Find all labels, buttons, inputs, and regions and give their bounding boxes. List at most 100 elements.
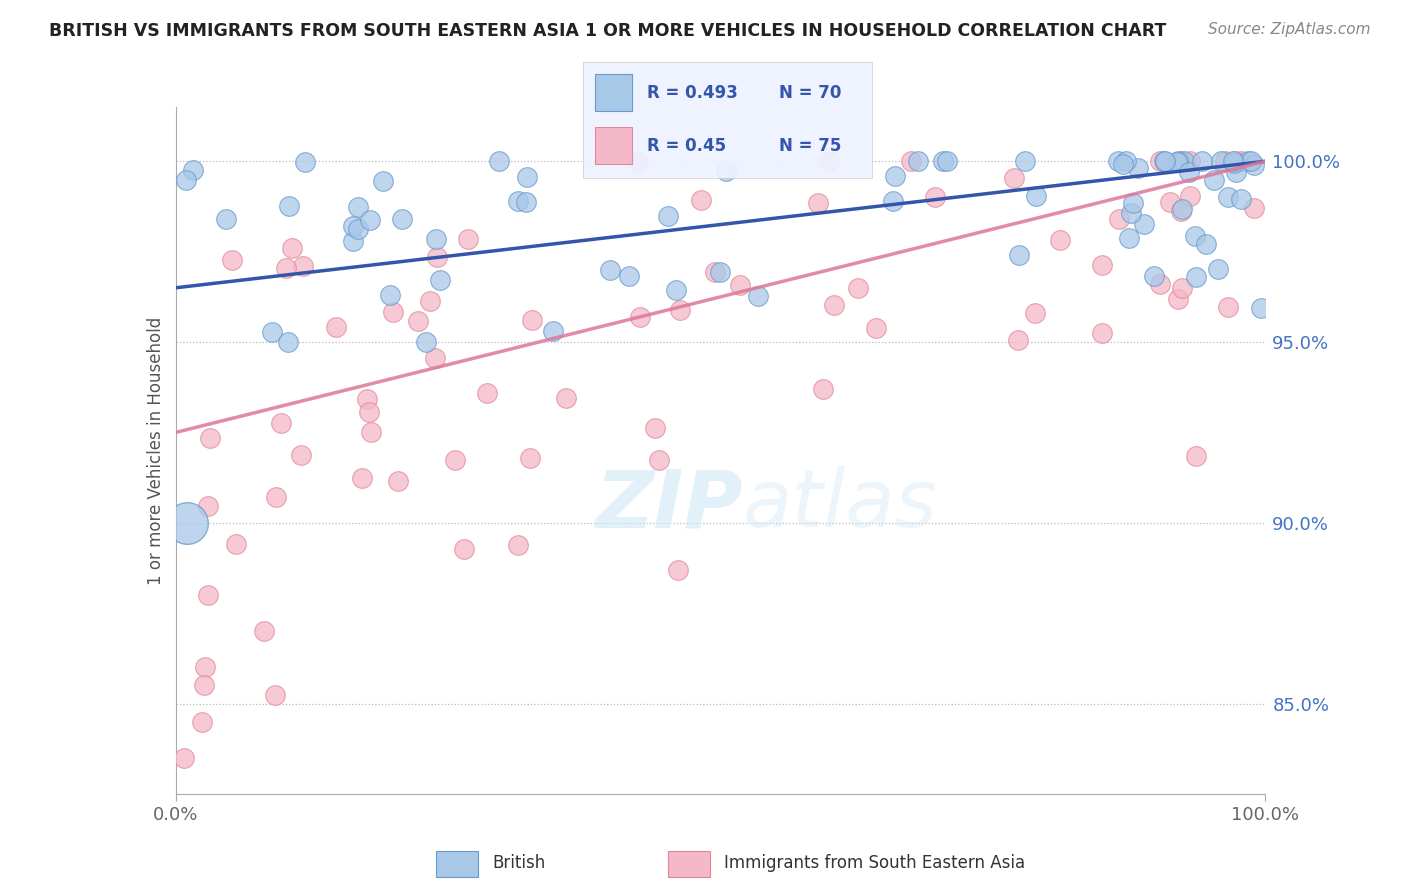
Point [515, 195, 537, 210]
Point [1180, 189, 1202, 203]
Point [1213, 154, 1236, 169]
Point [1223, 156, 1246, 170]
Point [666, 563, 689, 577]
Point [846, 281, 869, 295]
Point [508, 538, 530, 552]
Point [225, 537, 247, 551]
Point [1149, 154, 1171, 169]
Y-axis label: 1 or more Vehicles in Household: 1 or more Vehicles in Household [146, 317, 165, 584]
Point [488, 154, 510, 169]
Point [350, 471, 373, 485]
Point [444, 452, 467, 467]
Point [215, 211, 238, 226]
Point [453, 542, 475, 557]
Point [1153, 154, 1175, 169]
Point [813, 382, 835, 396]
Point [1173, 154, 1195, 169]
Point [360, 425, 382, 439]
Text: Immigrants from South Eastern Asia: Immigrants from South Eastern Asia [724, 854, 1025, 872]
Point [1225, 165, 1247, 179]
Point [194, 660, 217, 674]
Point [709, 265, 731, 279]
Point [253, 624, 276, 639]
Point [936, 154, 959, 169]
Point [281, 241, 304, 255]
Point [197, 588, 219, 602]
Point [197, 499, 219, 513]
Point [1191, 154, 1213, 169]
Point [457, 232, 479, 246]
Point [1111, 156, 1133, 170]
Point [1149, 277, 1171, 291]
Point [1230, 154, 1253, 169]
Text: R = 0.493: R = 0.493 [647, 84, 738, 102]
Text: ZIP: ZIP [595, 467, 742, 544]
Point [657, 209, 679, 223]
Point [1119, 206, 1142, 220]
Point [193, 678, 215, 692]
Point [1194, 237, 1216, 252]
Point [378, 288, 401, 302]
Point [173, 750, 195, 764]
Point [221, 253, 243, 268]
Point [475, 386, 498, 401]
Point [1185, 449, 1208, 463]
Point [1178, 165, 1201, 179]
Point [599, 263, 621, 277]
Point [1153, 154, 1175, 169]
Point [1243, 158, 1265, 172]
Point [1204, 173, 1226, 187]
Point [1222, 154, 1244, 169]
Point [1250, 301, 1272, 316]
Point [1107, 154, 1129, 169]
Point [342, 234, 364, 248]
Point [429, 273, 451, 287]
Point [665, 283, 688, 297]
Point [882, 194, 904, 209]
Point [730, 277, 752, 292]
Point [1118, 230, 1140, 244]
Point [1223, 154, 1246, 169]
Point [520, 313, 543, 327]
Point [1126, 161, 1149, 176]
Point [423, 351, 446, 365]
Point [294, 154, 316, 169]
Text: Source: ZipAtlas.com: Source: ZipAtlas.com [1208, 22, 1371, 37]
Point [415, 334, 437, 349]
Point [1002, 171, 1025, 186]
Point [1115, 154, 1137, 169]
Point [1243, 201, 1265, 215]
Point [1209, 154, 1232, 169]
Point [555, 391, 578, 405]
Text: atlas: atlas [742, 467, 938, 544]
Point [644, 421, 666, 435]
Point [359, 213, 381, 227]
Point [1216, 190, 1239, 204]
Point [198, 431, 221, 445]
Point [704, 265, 727, 279]
Bar [436, 851, 478, 877]
Point [1142, 269, 1164, 284]
Point [1237, 154, 1260, 169]
Point [263, 688, 285, 702]
Point [1171, 202, 1194, 217]
Point [1049, 233, 1071, 247]
Point [190, 714, 212, 729]
Point [1218, 300, 1240, 314]
Point [1122, 195, 1144, 210]
Point [347, 221, 370, 235]
Point [382, 305, 405, 319]
Point [823, 297, 845, 311]
Point [1170, 204, 1192, 219]
Point [1170, 154, 1192, 169]
Bar [668, 851, 710, 877]
Text: N = 75: N = 75 [779, 137, 842, 155]
Text: British: British [492, 854, 546, 872]
Point [359, 405, 381, 419]
Point [270, 416, 292, 430]
Text: N = 70: N = 70 [779, 84, 842, 102]
Point [1024, 306, 1046, 320]
Point [1206, 261, 1229, 276]
Point [391, 212, 413, 227]
Point [181, 163, 204, 178]
